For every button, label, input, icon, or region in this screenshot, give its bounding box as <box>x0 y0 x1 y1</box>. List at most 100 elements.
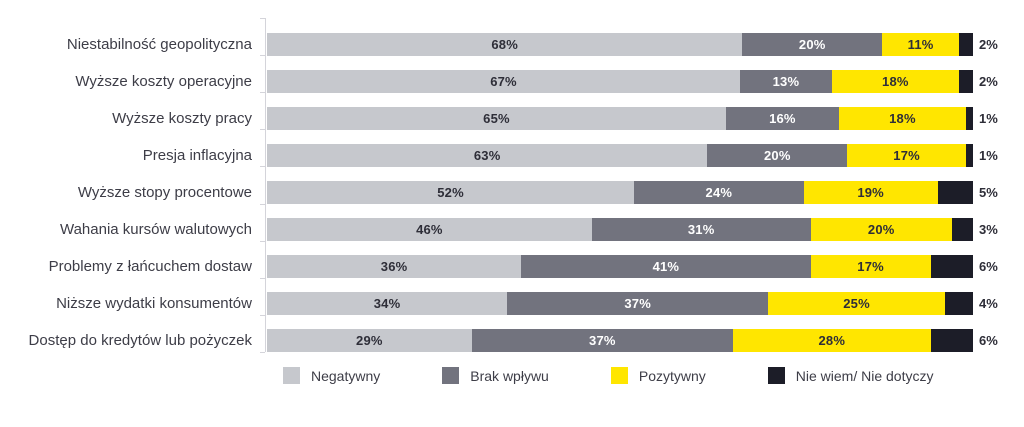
legend-swatch-pozytywny <box>610 367 628 384</box>
chart-row: Dostęp do kredytów lub pożyczek 29% 37% 28%… <box>0 329 1024 352</box>
value-label: 37% <box>589 333 616 348</box>
value-label: 17% <box>857 259 884 274</box>
stacked-bar: 46% 31% 20% <box>267 218 974 241</box>
axis-tick <box>260 203 265 205</box>
stacked-bar: 67% 13% 18% <box>267 70 973 93</box>
value-label-outside: 6% <box>979 333 998 348</box>
value-label-outside: 1% <box>979 148 998 163</box>
chart-row: Wyższe koszty operacyjne 67% 13% 18% 2% <box>0 70 1024 93</box>
stacked-bar: 63% 20% 17% <box>267 144 973 167</box>
bar-segment-nie-wiem-nie-dotyczy <box>965 107 973 130</box>
bar-segment-brak-wp-ywu: 37% <box>507 292 769 315</box>
value-label: 20% <box>798 37 826 52</box>
value-label: 28% <box>818 333 846 348</box>
value-label-outside: 4% <box>979 296 998 311</box>
value-label: 68% <box>491 37 518 52</box>
bar-segment-pozytywny: 17% <box>810 255 931 278</box>
legend: Negatywny Brak wpływu Pozytywny Nie wiem/ N… <box>283 367 995 384</box>
legend-item-nie-wiem-nie-dotyczy: Nie wiem/ Nie dotyczy <box>767 367 934 384</box>
category-label: Wyższe koszty pracy <box>112 110 252 127</box>
legend-label: Pozytywny <box>638 367 706 384</box>
value-label: 34% <box>373 296 401 311</box>
value-label: 63% <box>473 148 501 163</box>
category-label: Problemy z łańcuchem dostaw <box>48 258 252 275</box>
value-label-outside: 2% <box>979 74 998 89</box>
value-label: 19% <box>857 185 884 200</box>
bar-segment-pozytywny: 20% <box>810 218 952 241</box>
stacked-bar: 52% 24% 19% <box>267 181 973 204</box>
bar-segment-pozytywny: 11% <box>882 33 960 56</box>
bar-segment-negatywny: 52% <box>267 181 635 204</box>
bar-segment-nie-wiem-nie-dotyczy <box>930 329 973 352</box>
bar-segment-brak-wp-ywu: 16% <box>725 107 839 130</box>
category-label: Niższe wydatki konsumentów <box>56 295 252 312</box>
value-label: 65% <box>483 111 510 126</box>
bar-segment-pozytywny: 18% <box>831 70 959 93</box>
chart-row: Wyższe stopy procentowe 52% 24% 19% 5% <box>0 181 1024 204</box>
legend-swatch-brak-wp-ywu <box>442 367 460 384</box>
value-label: 52% <box>437 185 464 200</box>
axis-tick <box>260 129 265 131</box>
value-label-outside: 6% <box>979 259 998 274</box>
chart-row: Wyższe koszty pracy 65% 16% 18% 1% <box>0 107 1024 130</box>
value-label: 25% <box>843 296 870 311</box>
value-label: 17% <box>893 148 920 163</box>
stacked-bar: 29% 37% 28% <box>267 329 973 352</box>
value-label-outside: 1% <box>979 111 998 126</box>
bar-segment-negatywny: 29% <box>267 329 472 352</box>
value-label: 41% <box>652 259 680 274</box>
stacked-bar: 65% 16% 18% <box>267 107 973 130</box>
chart-row: Problemy z łańcuchem dostaw 36% 41% 17% 6% <box>0 255 1024 278</box>
legend-label: Brak wpływu <box>470 367 549 384</box>
chart-row: Presja inflacyjna 63% 20% 17% 1% <box>0 144 1024 167</box>
value-label-outside: 2% <box>979 37 998 52</box>
stacked-bar: 36% 41% 17% <box>267 255 973 278</box>
legend-label: Nie wiem/ Nie dotyczy <box>795 367 934 384</box>
value-label-outside: 5% <box>979 185 998 200</box>
category-label: Presja inflacyjna <box>142 147 252 164</box>
category-label: Wyższe koszty operacyjne <box>75 73 252 90</box>
bar-segment-nie-wiem-nie-dotyczy <box>966 144 973 167</box>
bar-segment-brak-wp-ywu: 37% <box>471 329 733 352</box>
value-label: 20% <box>763 148 791 163</box>
category-label: Wahania kursów walutowych <box>59 221 252 238</box>
stacked-bar: 34% 37% 25% <box>267 292 973 315</box>
axis-tick <box>260 92 265 94</box>
value-label: 11% <box>907 37 934 52</box>
plot-area: Niestabilność geopolityczna 68% 20% 11% 2% Wy… <box>0 18 1024 353</box>
chart-rows: Niestabilność geopolityczna 68% 20% 11% 2% Wy… <box>0 33 1024 352</box>
category-label: Niestabilność geopolityczna <box>66 36 252 53</box>
value-label: 46% <box>416 222 443 237</box>
bar-segment-nie-wiem-nie-dotyczy <box>958 70 973 93</box>
axis-tick <box>260 277 265 279</box>
value-label: 37% <box>624 296 651 311</box>
bar-segment-pozytywny: 28% <box>732 329 931 352</box>
bar-segment-negatywny: 34% <box>267 292 508 315</box>
category-axis-line <box>265 18 266 352</box>
value-label-outside: 3% <box>979 222 998 237</box>
axis-tick <box>260 314 265 316</box>
bar-segment-brak-wp-ywu: 24% <box>634 181 804 204</box>
bar-segment-brak-wp-ywu: 20% <box>742 33 883 56</box>
axis-tick <box>260 352 265 353</box>
chart-row: Niższe wydatki konsumentów 34% 37% 25% 4% <box>0 292 1024 315</box>
value-label: 18% <box>882 74 909 89</box>
value-label: 20% <box>867 222 895 237</box>
value-label: 13% <box>772 74 800 89</box>
bar-segment-nie-wiem-nie-dotyczy <box>944 292 973 315</box>
chart-row: Wahania kursów walutowych 46% 31% 20% 3% <box>0 218 1024 241</box>
bar-segment-brak-wp-ywu: 13% <box>740 70 832 93</box>
bar-segment-negatywny: 46% <box>267 218 592 241</box>
legend-item-negatywny: Negatywny <box>283 367 380 384</box>
axis-tick <box>260 240 265 242</box>
value-label: 36% <box>380 259 408 274</box>
bar-segment-pozytywny: 25% <box>768 292 945 315</box>
legend-item-pozytywny: Pozytywny <box>610 367 706 384</box>
value-label: 16% <box>769 111 796 126</box>
bar-segment-nie-wiem-nie-dotyczy <box>959 33 973 56</box>
value-label: 18% <box>889 111 916 126</box>
value-label: 31% <box>687 222 715 237</box>
bar-segment-brak-wp-ywu: 20% <box>707 144 848 167</box>
value-label: 24% <box>705 185 733 200</box>
